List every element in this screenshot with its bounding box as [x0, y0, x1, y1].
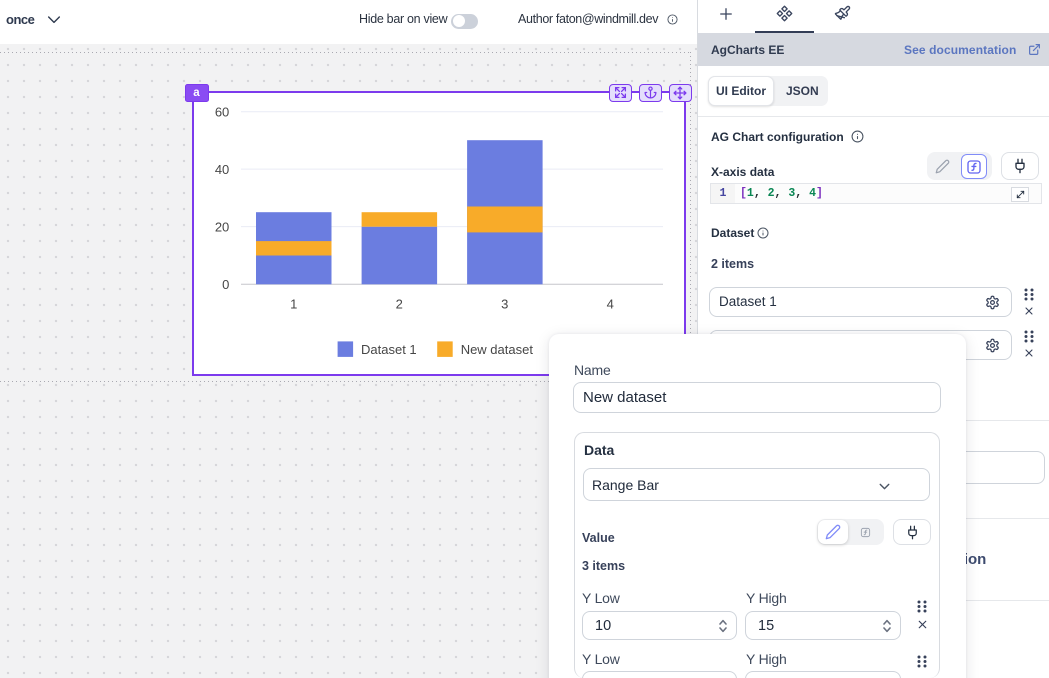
svg-text:Dataset 1: Dataset 1	[361, 341, 417, 356]
svg-text:New dataset: New dataset	[461, 341, 534, 356]
svg-text:60: 60	[215, 104, 229, 119]
svg-text:1: 1	[290, 296, 297, 311]
svg-text:4: 4	[607, 296, 614, 311]
svg-text:0: 0	[222, 276, 229, 291]
svg-text:40: 40	[215, 161, 229, 176]
svg-text:2: 2	[396, 296, 403, 311]
svg-text:20: 20	[215, 219, 229, 234]
svg-text:3: 3	[501, 296, 508, 311]
